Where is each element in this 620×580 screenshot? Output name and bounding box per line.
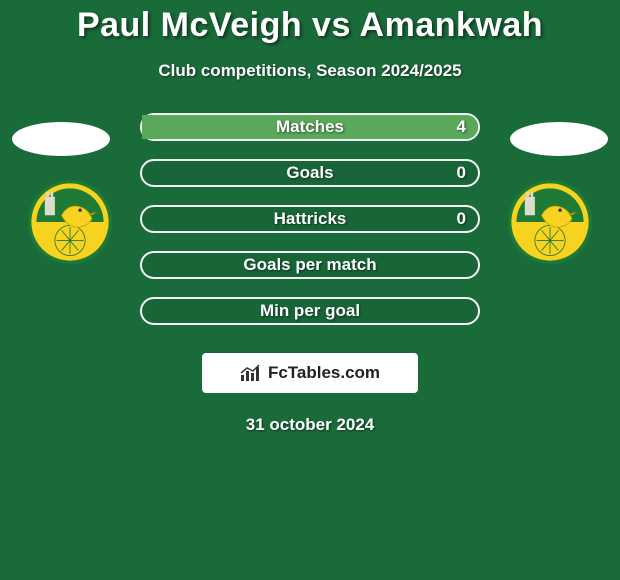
page-title: Paul McVeigh vs Amankwah [0, 6, 620, 45]
stat-label: Goals [142, 163, 478, 183]
date-text: 31 october 2024 [0, 415, 620, 435]
stat-row: Goals per match [140, 251, 480, 279]
brand-text: FcTables.com [268, 363, 380, 383]
stat-label: Matches [142, 117, 478, 137]
subtitle: Club competitions, Season 2024/2025 [0, 61, 620, 81]
stat-row: Min per goal [140, 297, 480, 325]
stat-label: Hattricks [142, 209, 478, 229]
stat-label: Min per goal [142, 301, 478, 321]
stat-row: Hattricks0 [140, 205, 480, 233]
stat-row: Matches4 [140, 113, 480, 141]
stat-label: Goals per match [142, 255, 478, 275]
player-left-avatar [12, 122, 110, 156]
stat-right-value: 0 [457, 163, 466, 183]
stat-right-value: 0 [457, 209, 466, 229]
comparison-card: Paul McVeigh vs Amankwah Club competitio… [0, 0, 620, 435]
player-right-avatar [510, 122, 608, 156]
brand-badge[interactable]: FcTables.com [202, 353, 418, 393]
club-crest-right [508, 180, 592, 264]
chart-icon [240, 364, 262, 382]
stat-row: Goals0 [140, 159, 480, 187]
club-crest-left [28, 180, 112, 264]
stat-right-value: 4 [457, 117, 466, 137]
